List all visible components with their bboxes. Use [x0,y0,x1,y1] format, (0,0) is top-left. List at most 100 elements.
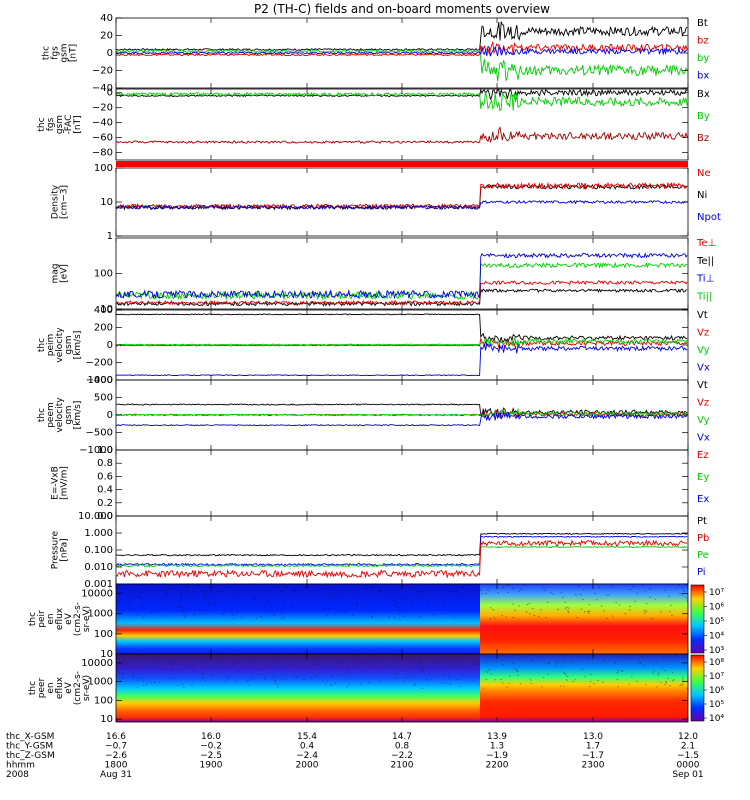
panel-frame [115,449,689,517]
y-axis-label-line: (cm2-s- [73,602,83,636]
series-line-bz [115,126,688,144]
y-tick-label: 0.001 [84,579,113,590]
y-tick-label: 1.000 [84,528,113,539]
legend-entry: Pb [697,533,709,544]
y-axis-label-line: eV [64,681,74,694]
colorbar-tick-label: 10⁵ [709,700,724,710]
footer-value: 2200 [486,761,509,771]
footer-value: 15.4 [297,732,317,742]
footer-value: 2.1 [681,742,695,752]
y-tick-label: 200 [94,323,113,334]
y-tick-label: −60 [92,133,113,144]
footer-row-label: hhmm [6,761,35,771]
y-axis-label-line: [nT] [69,44,79,62]
legend-entry: Te|| [696,256,714,267]
series-line-pt [115,532,688,557]
y-axis-label-line: thc [37,408,47,422]
y-tick-label: 0 [107,410,113,421]
legend-entry: Pe [697,550,709,561]
y-axis-label-line: gsm [60,43,70,62]
legend-entry: Bx [697,89,710,100]
legend-entry: Ne [697,168,711,179]
y-tick-label: 500 [94,393,113,404]
footer-value: −1.9 [486,751,508,761]
y-axis-label-line: [cm−3] [60,185,70,219]
y-tick-label: 100 [94,163,113,174]
y-tick-label: 1000 [88,677,113,688]
series-line-ne [115,181,688,210]
series-line-pb [115,539,688,579]
y-tick-label: 10.000 [78,511,113,522]
y-tick-label: 100 [94,629,113,640]
y-axis-label-line: eflux [55,676,65,699]
colorbar-tick-label: 10⁵ [709,617,724,627]
colorbar-tick-label: 10⁴ [709,632,724,642]
footer-row-label: thc_Y-GSM [6,742,53,752]
footer-row-label: thc_Z-GSM [6,751,55,761]
y-axis-label-line: -FAC [64,115,74,135]
legend-entry: Vy [697,345,710,356]
series-line-by [115,91,688,112]
footer-row-label: thc_X-GSM [6,732,54,742]
y-tick-label: −80 [92,148,113,159]
y-axis-label-line: thc [42,46,52,60]
y-tick-label: 1000 [88,609,113,620]
y-tick-label: 0 [107,48,113,59]
y-tick-label: 0 [107,88,113,99]
series-line-vx [115,342,688,377]
y-axis-label-line: Density [51,184,61,219]
y-axis-label-line: fgs [51,46,61,60]
y-tick-label: 10000 [81,658,113,669]
y-axis-label-line: eflux [55,607,65,630]
footer-value: −1.5 [677,751,699,761]
y-axis-label: thc fgs gsm [nT] [42,43,79,62]
footer-value: Sep 01 [672,770,703,780]
footer-value: 12.0 [678,732,698,742]
footer-value: 0.8 [395,742,410,752]
y-axis-label-line: peer [37,677,47,698]
y-tick-label: 0.4 [97,485,113,496]
spectrogram-texture [116,583,689,621]
y-tick-label: −20 [92,103,113,114]
y-axis-label-line: [km/s] [73,401,83,430]
y-axis-label-line: peem [46,402,56,428]
series-line-by [115,49,688,82]
footer-value: 1.3 [490,742,504,752]
y-axis-label-line: thc [37,338,47,352]
legend-entry: by [697,53,709,64]
legend-entry: Pi [697,567,706,578]
y-axis-label-line: E=-VxB [51,466,61,500]
legend-entry: Bz [697,133,709,144]
legend-entry: Vt [697,380,708,391]
colorbar-tick-label: 10⁶ [709,603,724,613]
y-tick-label: −1000 [79,445,113,456]
legend-entry: Vz [697,328,709,339]
y-axis-label-line: [nT] [73,115,83,133]
y-tick-label: −400 [86,375,113,386]
y-axis-label-line: peir [37,610,47,628]
series-line-npot [115,199,688,211]
y-axis-label-line: [nPa] [60,538,70,561]
y-axis-label-line: en [46,682,56,693]
footer-value: −2.4 [296,751,318,761]
colorbar-tick-label: 10⁷ [709,672,724,682]
footer-value: −0.7 [105,742,127,752]
y-tick-label: 20 [100,31,113,42]
y-tick-label: 10 [100,197,113,208]
spectrogram-pre [116,654,480,722]
legend-entry: By [697,111,710,122]
legend-entry: Vt [697,310,708,321]
spectrogram-post [480,584,688,654]
colorbar-tick-label: 10⁸ [709,658,724,668]
y-axis-label-line: gsm [64,335,74,354]
colorbar-tick-label: 10³ [709,646,724,656]
y-tick-label: 400 [94,305,113,316]
series-line-bx [115,45,688,57]
y-tick-label: 0 [107,340,113,351]
y-tick-label: 0.0 [97,511,113,522]
footer-value: 1900 [200,761,223,771]
y-axis-label-line: thc [28,681,38,695]
y-axis-label-line: gsm [55,115,65,134]
